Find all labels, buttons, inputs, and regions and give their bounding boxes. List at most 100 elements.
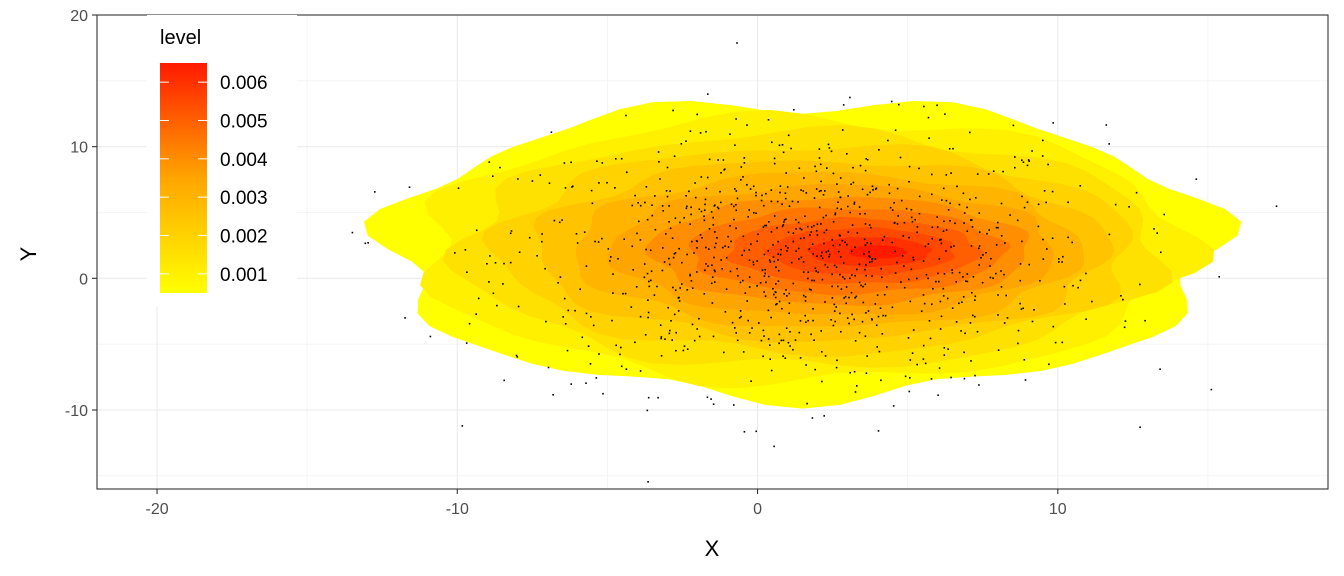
data-point [1195, 178, 1198, 180]
data-point [902, 235, 905, 237]
legend-label: 0.004 [220, 150, 268, 171]
data-point [786, 295, 788, 297]
data-point [764, 295, 767, 297]
data-point [981, 281, 984, 284]
data-point [986, 232, 988, 235]
data-point [848, 322, 850, 325]
data-point [668, 221, 670, 223]
data-point [609, 260, 611, 262]
data-point [937, 272, 939, 275]
data-point [760, 199, 763, 202]
data-point [1023, 359, 1026, 361]
data-point [696, 113, 698, 116]
data-point [765, 281, 767, 284]
data-point [734, 144, 736, 146]
data-point [863, 253, 865, 255]
data-point [706, 396, 709, 399]
data-point [1026, 164, 1029, 167]
data-point [615, 158, 617, 160]
x-tick-label: -10 [446, 501, 469, 518]
data-point [672, 109, 674, 112]
data-point [950, 376, 952, 379]
data-point [962, 276, 964, 278]
data-point [821, 251, 823, 254]
data-point [730, 203, 733, 206]
data-point [831, 239, 833, 241]
data-point [773, 162, 776, 165]
data-point [798, 258, 800, 260]
data-point [974, 299, 976, 301]
data-point [704, 203, 706, 206]
data-point [1000, 270, 1002, 272]
data-point [773, 157, 776, 160]
data-point [743, 431, 746, 433]
data-point [727, 235, 729, 238]
data-point [768, 221, 770, 223]
data-point [858, 281, 861, 284]
data-point [678, 247, 680, 250]
data-point [705, 187, 708, 190]
data-point [791, 200, 794, 203]
data-point [1021, 159, 1023, 161]
data-point [978, 212, 981, 214]
data-point [468, 322, 471, 325]
data-point [792, 282, 795, 285]
data-point [928, 137, 930, 139]
data-point [837, 191, 840, 193]
data-point [717, 159, 719, 161]
data-point [606, 181, 608, 184]
data-point [975, 197, 977, 199]
data-point [923, 105, 925, 108]
data-point [952, 147, 954, 150]
data-point [364, 242, 367, 245]
data-point [932, 288, 934, 290]
data-point [693, 252, 695, 254]
data-point [974, 315, 976, 318]
data-point [572, 185, 574, 188]
data-point [927, 277, 929, 280]
data-point [1128, 206, 1130, 208]
data-point [833, 303, 836, 306]
data-point [635, 286, 638, 288]
data-point [574, 309, 576, 312]
data-point [575, 233, 578, 235]
data-point [795, 250, 797, 252]
data-point [778, 300, 781, 303]
data-point [664, 338, 666, 340]
data-point [752, 261, 755, 263]
y-tick-label: -10 [65, 403, 88, 420]
data-point [846, 153, 848, 155]
data-point [743, 162, 746, 164]
data-point [1026, 201, 1029, 203]
data-point [695, 240, 698, 242]
data-point [668, 263, 671, 266]
data-point [818, 148, 821, 150]
data-point [898, 103, 900, 106]
data-point [909, 300, 912, 303]
data-point [864, 268, 866, 271]
data-point [834, 212, 837, 214]
data-point [730, 240, 732, 243]
data-point [764, 268, 766, 271]
data-point [858, 206, 861, 208]
data-point [767, 338, 770, 340]
data-point [971, 226, 974, 228]
data-point [595, 377, 598, 379]
data-point [838, 250, 840, 253]
data-point [969, 131, 971, 134]
data-point [951, 272, 954, 274]
data-point [810, 289, 812, 291]
data-point [783, 221, 785, 223]
data-point [646, 218, 649, 221]
data-point [701, 237, 703, 239]
data-point [856, 268, 858, 271]
data-point [769, 261, 772, 263]
data-point [815, 170, 818, 173]
data-point [1079, 279, 1082, 282]
data-point [786, 250, 788, 252]
data-point [849, 211, 851, 214]
data-point [651, 204, 653, 206]
data-point [614, 187, 616, 189]
data-point [903, 221, 906, 224]
data-point [461, 425, 464, 427]
